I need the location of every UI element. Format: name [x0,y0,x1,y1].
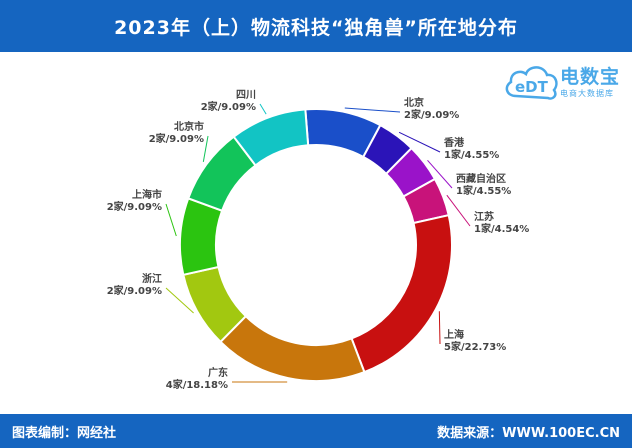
slice-label-name: 西藏自治区 [456,172,506,185]
slice-label-value: 4家/18.18% [166,378,228,391]
leader-line-5 [438,311,441,345]
slice-label-value: 2家/9.09% [404,108,459,121]
slice-label-value: 2家/9.09% [201,100,256,113]
donut-slice-8 [179,197,224,277]
leader-line-4 [446,194,471,227]
slice-label-value: 2家/9.09% [149,132,204,145]
leader-line-10 [259,103,267,115]
leader-line-9 [202,135,209,162]
footer-source: 数据来源：WWW.100EC.CN [437,426,620,441]
cloud-icon: eDT [505,66,558,100]
footer: 图表编制：网经社 数据来源：WWW.100EC.CN [0,414,632,448]
slice-label-value: 1家/4.55% [444,148,499,161]
slice-label-value: 1家/4.55% [456,184,511,197]
donut-chart: 北京2家/9.09%香港1家/4.55%西藏自治区1家/4.55%江苏1家/4.… [107,89,530,391]
slice-label-name: 香港 [444,136,465,149]
leader-line-8 [165,203,177,237]
slice-label-name: 四川 [236,89,256,101]
slice-label-value: 1家/4.54% [474,222,529,235]
leader-line-2 [398,131,441,153]
logo-mark: eDT [515,78,549,96]
donut-slice-6 [219,314,366,382]
leader-line-3 [427,160,453,189]
leader-line-1 [344,107,401,113]
leader-line-7 [165,287,194,314]
slice-label-value: 5家/22.73% [444,340,506,353]
slice-label-value: 2家/9.09% [107,284,162,297]
slice-label-name: 北京 [404,96,424,109]
page-title: 2023年（上）物流科技“独角兽”所在地分布 [0,0,632,52]
slice-label-value: 2家/9.09% [107,200,162,213]
slice-label-name: 广东 [208,366,228,379]
donut-slice-10 [232,108,310,167]
slice-label-name: 北京市 [174,120,204,133]
brand-logo: eDT 电数宝 电商大数据库 [502,60,628,104]
donut-slice-5 [350,213,453,374]
logo-tagline: 电商大数据库 [560,89,614,98]
slice-label-name: 浙江 [142,272,162,285]
logo-name: 电数宝 [560,66,621,88]
footer-editor: 图表编制：网经社 [12,426,117,441]
slice-label-name: 江苏 [474,210,494,223]
slice-label-name: 上海市 [132,188,162,201]
slice-label-name: 上海 [444,328,464,341]
